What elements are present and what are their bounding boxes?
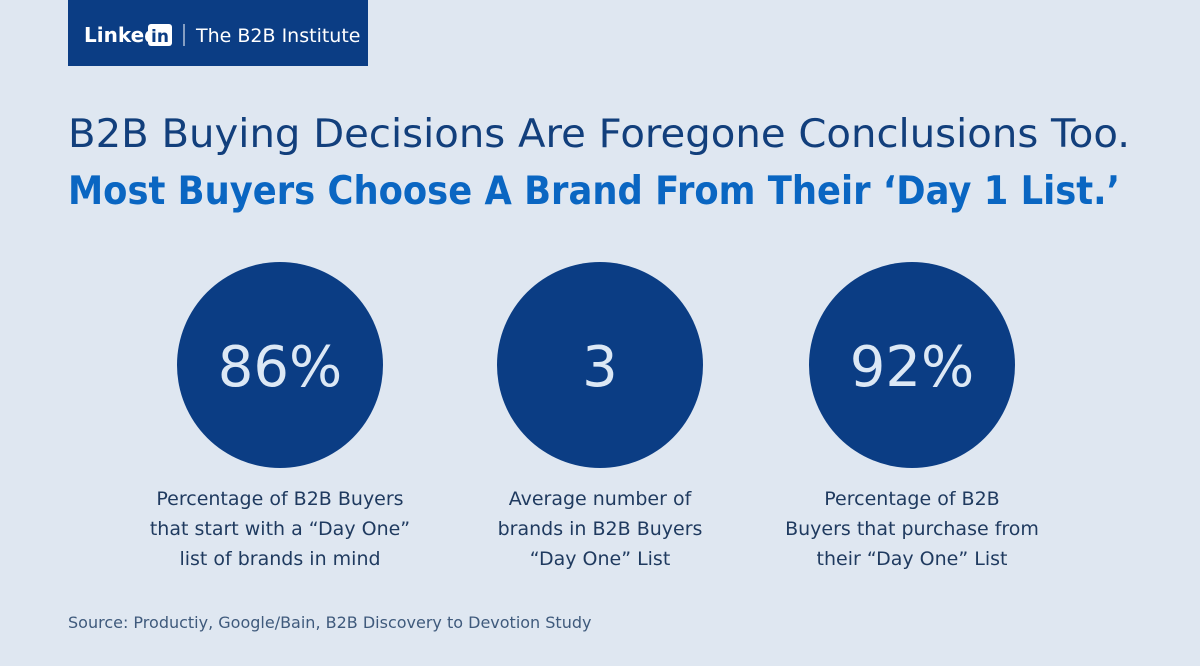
stat-circle xyxy=(177,262,383,468)
stat-caption: their “Day One” List xyxy=(817,548,1008,570)
stat-circle xyxy=(497,262,703,468)
institute: The B2B Institute xyxy=(195,25,360,47)
stat-caption: that start with a “Day One” xyxy=(150,518,410,540)
brand-mark: in xyxy=(151,27,169,47)
stat-caption: Percentage of B2B Buyers xyxy=(156,488,403,510)
source: Source: Productiy, Google/Bain, B2B Disc… xyxy=(68,613,591,632)
stats: 86% Percentage of B2B Buyers that start wi… xyxy=(150,262,1039,570)
stat-caption: list of brands in mind xyxy=(179,548,380,570)
stat-caption: Percentage of B2B xyxy=(824,488,999,510)
stat-caption: Buyers that purchase from xyxy=(785,518,1039,540)
stat-caption: “Day One” List xyxy=(530,548,671,570)
stat-caption: Average number of xyxy=(509,488,693,510)
stat-value: 92% xyxy=(850,335,974,400)
header-bar xyxy=(68,0,368,66)
stat-caption: brands in B2B Buyers xyxy=(498,518,703,540)
brand-mark-box xyxy=(148,24,172,46)
stat-value: 86% xyxy=(218,335,342,400)
brand: Linked xyxy=(84,23,158,47)
stat-circle xyxy=(809,262,1015,468)
stat-value: 3 xyxy=(582,335,618,400)
title-line2: Most Buyers Choose A Brand From Their ‘D… xyxy=(68,169,1120,214)
title-line1: B2B Buying Decisions Are Foregone Conclu… xyxy=(68,112,1130,157)
